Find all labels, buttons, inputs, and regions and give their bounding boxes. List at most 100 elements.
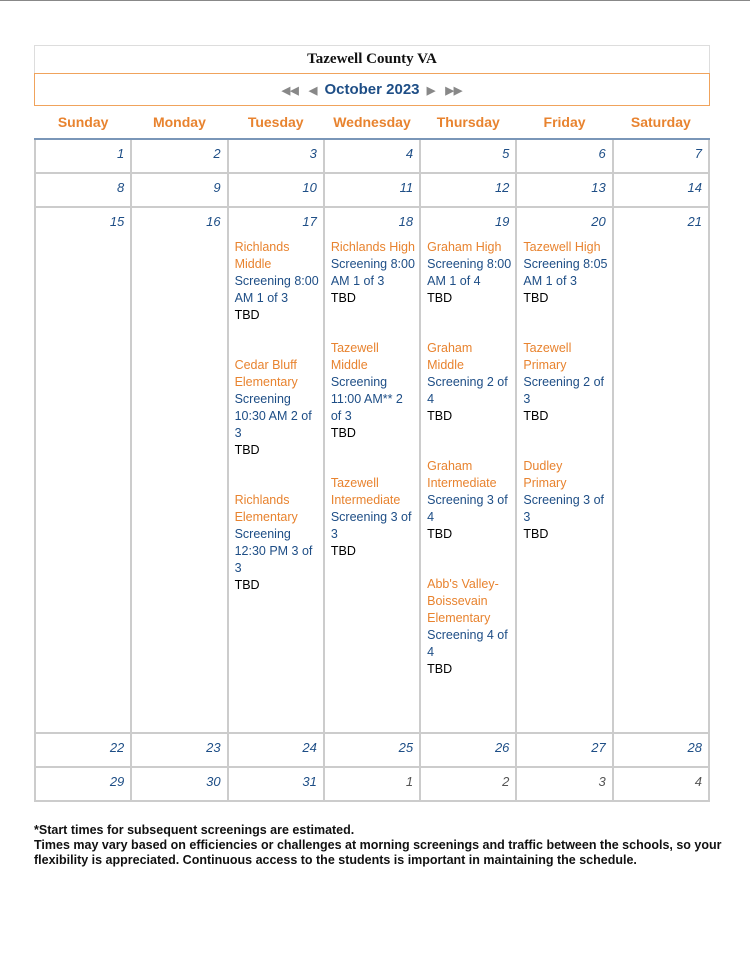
day-cell[interactable]: 15: [33, 206, 133, 734]
day-cell[interactable]: 29: [33, 766, 133, 802]
day-cell[interactable]: 24: [226, 732, 325, 768]
day-number[interactable]: 15: [109, 214, 125, 229]
day-number[interactable]: 7: [694, 146, 702, 161]
day-number[interactable]: 6: [598, 146, 606, 161]
calendar-event[interactable]: Tazewell Middle Screening 11:00 AM** 2 of…: [325, 340, 419, 442]
day-number[interactable]: 1: [405, 774, 414, 789]
day-number[interactable]: 12: [494, 180, 510, 195]
day-number[interactable]: 30: [206, 774, 221, 789]
day-cell[interactable]: 26: [419, 732, 518, 768]
day-cell[interactable]: 2: [130, 138, 229, 174]
day-number[interactable]: 5: [502, 146, 510, 161]
calendar-event[interactable]: Abb's Valley-Boissevain Elementary Screen…: [421, 576, 515, 678]
event-title[interactable]: Tazewell Intermediate: [330, 476, 401, 507]
day-cell[interactable]: 8: [33, 172, 133, 208]
day-number[interactable]: 13: [591, 180, 606, 195]
day-number[interactable]: 3: [598, 774, 606, 789]
calendar-event[interactable]: Tazewell Primary Screening 2 of 3 TBD: [517, 340, 611, 425]
calendar-event[interactable]: Richlands High Screening 8:00 AM 1 of 3 TB…: [325, 239, 419, 307]
day-cell[interactable]: 2: [419, 766, 518, 802]
event-title[interactable]: Tazewell Primary: [523, 341, 572, 372]
next-year-icon[interactable]: ▶▶: [445, 85, 463, 97]
event-title[interactable]: Graham Intermediate: [427, 459, 497, 490]
day-number[interactable]: 31: [302, 774, 317, 789]
calendar-event[interactable]: Richlands Elementary Screening 12:30 PM 3…: [229, 492, 323, 594]
day-number[interactable]: 21: [687, 214, 702, 229]
day-number[interactable]: 10: [302, 180, 317, 195]
day-number[interactable]: 27: [591, 740, 606, 755]
prev-month-icon[interactable]: ◀: [308, 85, 318, 97]
day-cell[interactable]: 27: [515, 732, 614, 768]
event-title[interactable]: Richlands Elementary: [234, 493, 298, 524]
day-number[interactable]: 22: [109, 740, 125, 755]
day-cell[interactable]: 22: [33, 732, 133, 768]
day-cell[interactable]: 25: [322, 732, 422, 768]
day-cell[interactable]: 19 Graham High Screening 8:00 AM 1 of 4 TBD…: [419, 206, 518, 734]
day-cell[interactable]: 21: [611, 206, 711, 734]
day-number[interactable]: 11: [399, 180, 414, 195]
day-cell[interactable]: 13: [515, 172, 614, 208]
event-title[interactable]: Graham High: [427, 240, 502, 254]
day-cell[interactable]: 6: [515, 138, 614, 174]
day-number[interactable]: 23: [206, 740, 221, 755]
next-month-icon[interactable]: ▶: [426, 85, 436, 97]
event-title[interactable]: Richlands High: [330, 240, 415, 254]
day-number[interactable]: 14: [687, 180, 702, 195]
day-cell[interactable]: 3: [515, 766, 614, 802]
day-cell[interactable]: 3: [226, 138, 325, 174]
day-cell[interactable]: 4: [322, 138, 422, 174]
day-number[interactable]: 24: [302, 740, 317, 755]
day-cell[interactable]: 28: [611, 732, 711, 768]
calendar-event[interactable]: Tazewell Intermediate Screening 3 of 3 TBD: [325, 475, 419, 560]
day-cell[interactable]: 10: [226, 172, 325, 208]
calendar-event[interactable]: Graham Intermediate Screening 3 of 4 TBD: [421, 458, 515, 543]
day-number[interactable]: 29: [109, 774, 125, 789]
day-number[interactable]: 1: [117, 146, 125, 161]
day-number[interactable]: 19: [494, 214, 510, 229]
day-number[interactable]: 2: [213, 146, 221, 161]
day-number[interactable]: 9: [213, 180, 221, 195]
calendar-event[interactable]: Richlands Middle Screening 8:00 AM 1 of 3…: [229, 239, 323, 324]
prev-year-icon[interactable]: ◀◀: [281, 85, 299, 97]
day-number[interactable]: 26: [494, 740, 510, 755]
calendar-event[interactable]: Cedar Bluff Elementary Screening 10:30 AM…: [229, 357, 323, 459]
event-title[interactable]: Richlands Middle: [234, 240, 290, 271]
day-cell[interactable]: 5: [419, 138, 518, 174]
day-cell[interactable]: 9: [130, 172, 229, 208]
event-title[interactable]: Abb's Valley-Boissevain Elementary: [427, 577, 499, 625]
day-cell[interactable]: 1: [322, 766, 422, 802]
day-cell[interactable]: 31: [226, 766, 325, 802]
day-cell[interactable]: 4: [611, 766, 711, 802]
day-cell[interactable]: 30: [130, 766, 229, 802]
calendar-event[interactable]: Graham High Screening 8:00 AM 1 of 4 TBD: [421, 239, 515, 307]
day-cell[interactable]: 7: [611, 138, 711, 174]
day-number[interactable]: 8: [117, 180, 125, 195]
day-number[interactable]: 18: [398, 214, 414, 229]
event-title[interactable]: Cedar Bluff Elementary: [234, 358, 298, 389]
day-number[interactable]: 28: [687, 740, 702, 755]
event-title[interactable]: Tazewell High: [523, 240, 601, 254]
calendar-event[interactable]: Dudley Primary Screening 3 of 3 TBD: [517, 458, 611, 543]
day-number[interactable]: 2: [502, 774, 510, 789]
event-title[interactable]: Tazewell Middle: [330, 341, 379, 372]
day-number[interactable]: 25: [398, 740, 414, 755]
day-cell[interactable]: 11: [322, 172, 422, 208]
day-number[interactable]: 20: [591, 214, 606, 229]
day-cell[interactable]: 14: [611, 172, 711, 208]
event-title[interactable]: Graham Middle: [427, 341, 473, 372]
day-cell[interactable]: 23: [130, 732, 229, 768]
event-title[interactable]: Dudley Primary: [523, 459, 567, 490]
calendar-event[interactable]: Tazewell High Screening 8:05 AM 1 of 3 TBD: [517, 239, 611, 307]
day-number[interactable]: 16: [206, 214, 221, 229]
day-number[interactable]: 4: [694, 774, 702, 789]
day-number[interactable]: 17: [302, 214, 317, 229]
day-cell[interactable]: 18 Richlands High Screening 8:00 AM 1 of 3…: [322, 206, 422, 734]
day-number[interactable]: 4: [405, 146, 414, 161]
day-cell[interactable]: 17 Richlands Middle Screening 8:00 AM 1 of…: [226, 206, 325, 734]
calendar-event[interactable]: Graham Middle Screening 2 of 4 TBD: [421, 340, 515, 425]
day-number[interactable]: 3: [309, 146, 317, 161]
day-cell[interactable]: 1: [33, 138, 133, 174]
day-cell[interactable]: 12: [419, 172, 518, 208]
day-cell[interactable]: 16: [130, 206, 229, 734]
